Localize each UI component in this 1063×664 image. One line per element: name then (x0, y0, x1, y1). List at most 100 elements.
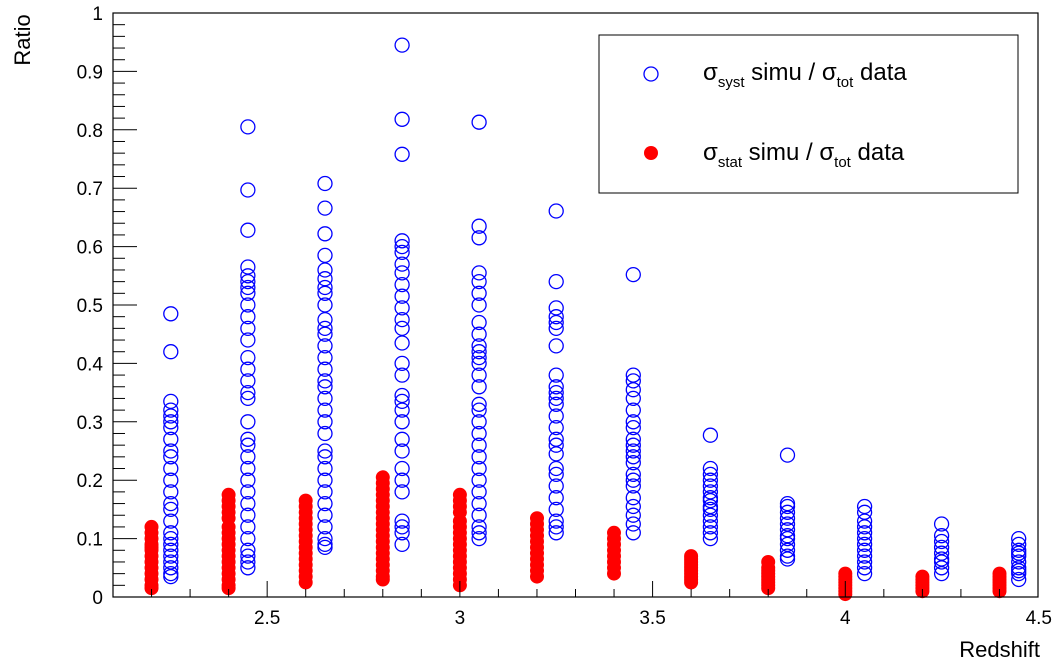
syst-point (471, 273, 487, 290)
y-tick-label: 0.1 (77, 530, 103, 551)
syst-point (240, 431, 256, 447)
legend-label-syst: σsyst simu / σtot data (703, 59, 907, 91)
syst-point (394, 387, 410, 404)
stat-point (684, 575, 699, 590)
syst-point (471, 519, 487, 535)
syst-point (240, 273, 256, 290)
syst-point (548, 513, 564, 529)
syst-point (702, 507, 719, 523)
syst-point (471, 437, 487, 453)
syst-point (625, 443, 641, 459)
syst-point (856, 513, 873, 529)
syst-point (394, 233, 410, 249)
stat-point (144, 581, 159, 596)
syst-point (856, 536, 873, 553)
syst-point (471, 297, 487, 313)
syst-point (317, 247, 333, 264)
syst-point (163, 548, 179, 564)
syst-point (394, 460, 410, 477)
syst-point (163, 419, 179, 436)
syst-point (779, 495, 796, 512)
syst-point (240, 530, 256, 547)
stat-point (530, 569, 544, 584)
syst-point (702, 519, 719, 535)
syst-point (471, 507, 487, 523)
syst-point (394, 443, 410, 459)
syst-point (471, 525, 487, 541)
syst-point (548, 309, 564, 325)
syst-point (471, 349, 487, 366)
axes: 2.5 3 3.5 4 4.5 0 0.1 0.2 0.3 0.4 0.5 0.6 0.7 0.8 0.9 1 (77, 4, 1052, 629)
syst-point (856, 554, 873, 570)
syst-point (394, 525, 410, 541)
syst-point (163, 414, 179, 430)
syst-point (317, 200, 333, 216)
syst-point (471, 230, 487, 246)
syst-point (548, 300, 564, 316)
syst-point (317, 530, 333, 547)
syst-point (625, 455, 641, 471)
syst-point (625, 414, 641, 430)
y-tick-label: 0.9 (77, 62, 103, 83)
syst-point (548, 273, 564, 290)
y-tick-label: 0.4 (77, 354, 104, 375)
syst-point (394, 276, 410, 293)
syst-point (240, 259, 256, 275)
syst-point (471, 355, 487, 372)
syst-point (625, 382, 641, 398)
syst-point (625, 478, 641, 494)
syst-point (163, 443, 179, 459)
syst-point (471, 218, 487, 234)
syst-point (163, 393, 179, 410)
syst-point (317, 338, 333, 354)
syst-point (394, 536, 410, 553)
syst-point (394, 244, 410, 261)
syst-point (240, 390, 256, 407)
syst-point (471, 338, 487, 354)
syst-point (394, 393, 410, 410)
syst-point (625, 507, 641, 523)
x-tick-label: 4.5 (1026, 608, 1052, 629)
x-tick-label: 3 (455, 608, 466, 629)
syst-point (317, 271, 333, 287)
stat-point (607, 566, 621, 581)
syst-point (471, 379, 487, 395)
syst-point (779, 498, 796, 515)
syst-point (163, 542, 179, 558)
data-points (144, 37, 1027, 602)
syst-point (240, 484, 256, 500)
y-tick-label: 0.5 (77, 296, 103, 317)
syst-point (702, 427, 719, 443)
syst-point (779, 447, 796, 463)
syst-point (394, 238, 410, 255)
syst-point (240, 495, 256, 512)
syst-point (625, 516, 641, 532)
syst-point (394, 311, 410, 328)
syst-point (317, 460, 333, 477)
y-tick-label: 0 (92, 588, 103, 609)
syst-point (317, 349, 333, 366)
syst-point (471, 314, 487, 331)
legend-marker-stat (644, 146, 658, 160)
syst-point (394, 256, 410, 272)
syst-point (702, 530, 719, 547)
syst-point (779, 504, 796, 520)
y-tick-label: 0.7 (77, 179, 103, 200)
syst-point (625, 437, 641, 453)
syst-point (240, 560, 256, 576)
syst-point (240, 519, 256, 535)
legend-box (598, 34, 1019, 194)
syst-point (471, 414, 487, 430)
syst-point (394, 414, 410, 430)
syst-point (1011, 545, 1027, 561)
syst-point (240, 414, 256, 430)
syst-point (317, 320, 333, 337)
syst-point (317, 443, 333, 459)
syst-point (702, 501, 719, 518)
syst-point (317, 262, 333, 278)
syst-point (317, 326, 333, 342)
syst-point (394, 402, 410, 418)
syst-point (548, 519, 564, 535)
syst-point (163, 449, 179, 465)
